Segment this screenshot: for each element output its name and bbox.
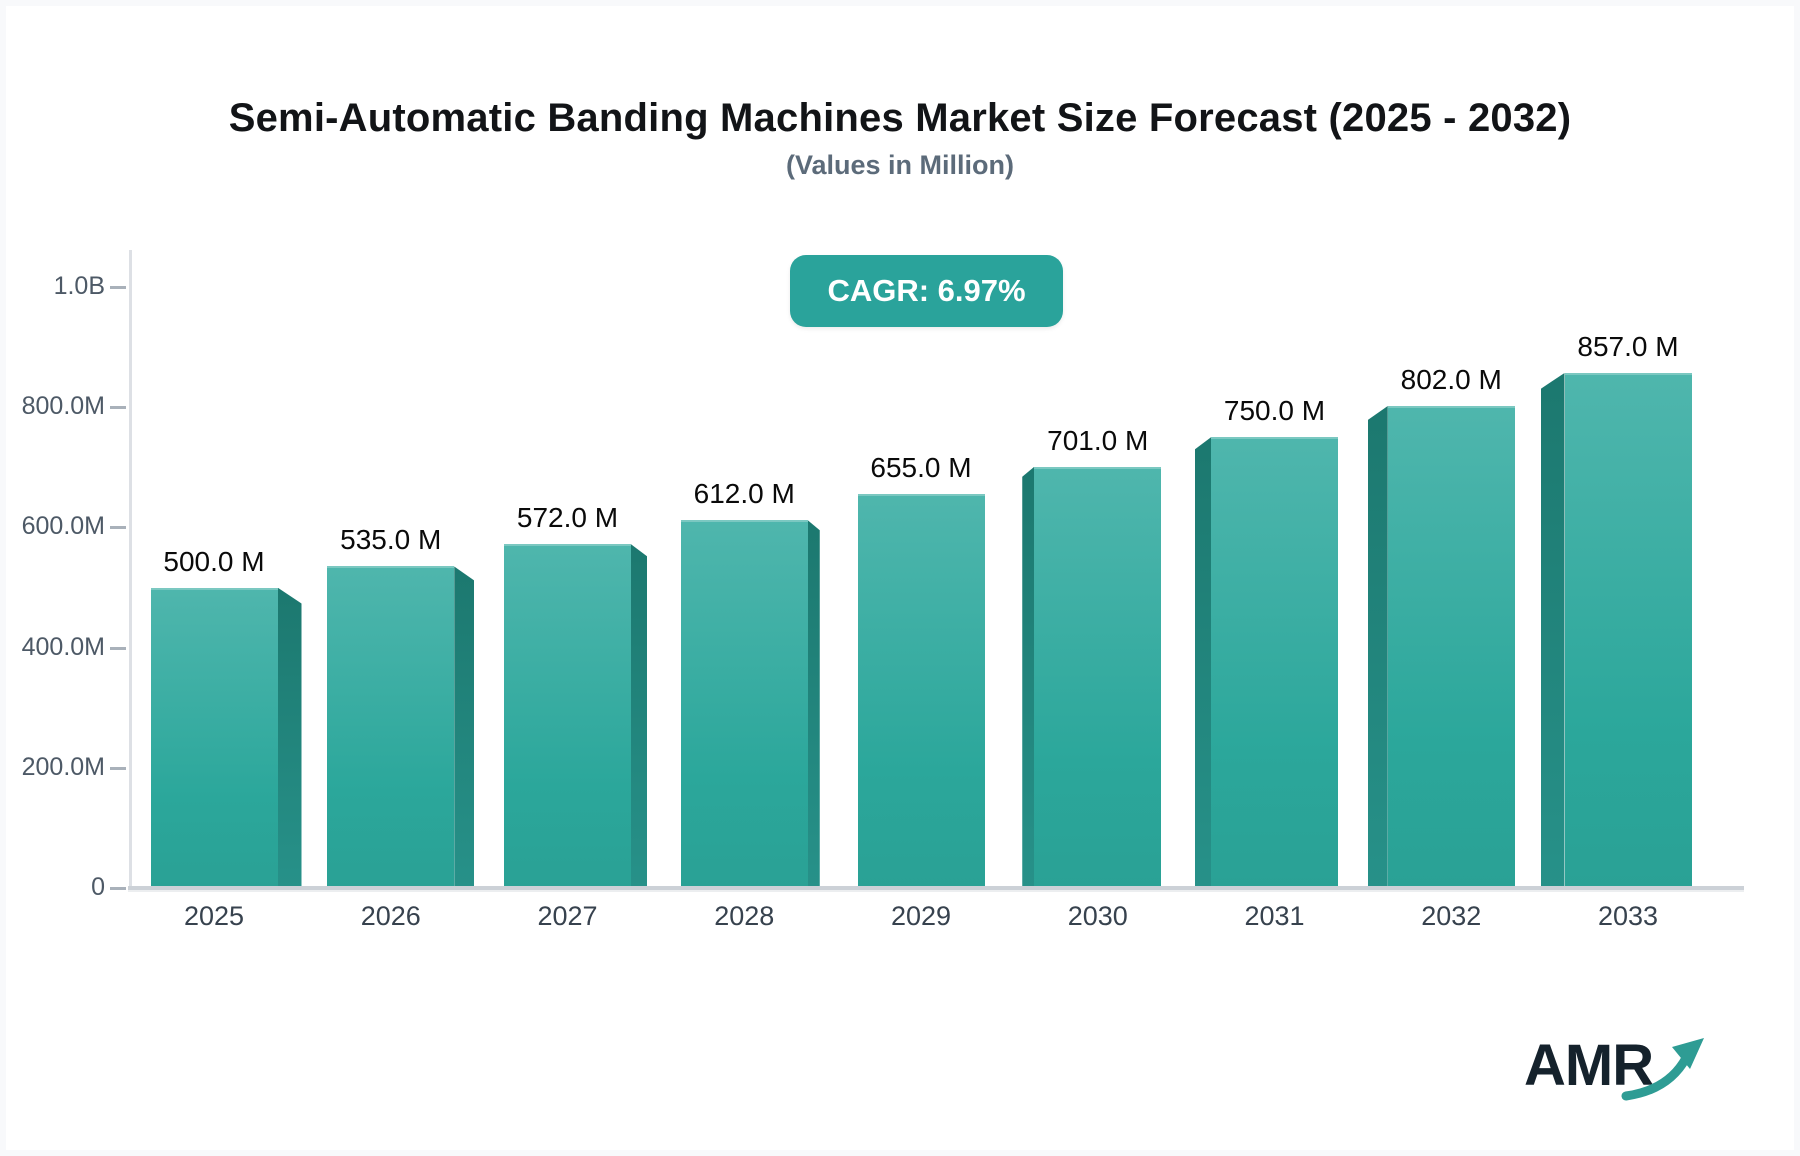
y-tick-label: 800.0M: [21, 392, 105, 421]
bar-side-3d: [1367, 405, 1388, 888]
y-tick-mark: [110, 286, 126, 289]
bar-side-3d: [631, 544, 647, 888]
bar-2028[interactable]: [680, 520, 808, 888]
x-axis-line: [128, 886, 1744, 890]
bar-2029[interactable]: [857, 494, 985, 888]
bar-value-label: 535.0 M: [340, 524, 442, 556]
bar-2025[interactable]: [150, 587, 278, 888]
x-tick-label-2026: 2026: [360, 901, 421, 931]
y-tick-mark: [110, 646, 126, 650]
bar-side-3d: [807, 520, 820, 888]
bar-value-label: 701.0 M: [1047, 424, 1149, 456]
bar-value-label: 750.0 M: [1223, 395, 1326, 427]
x-tick-label-2031: 2031: [1244, 901, 1305, 931]
y-tick-mark: [110, 766, 126, 770]
y-tick-mark: [110, 526, 126, 530]
bar-2026[interactable]: [327, 566, 455, 888]
y-tick-label: 400.0M: [21, 632, 105, 661]
y-tick-label: 200.0M: [21, 752, 105, 781]
y-tick-mark: [110, 406, 126, 410]
y-tick-label: 1.0B: [53, 272, 105, 300]
x-tick-label-2033: 2033: [1597, 901, 1659, 931]
page-title: Semi-Automatic Banding Machines Market S…: [228, 96, 1572, 140]
page-subtitle: (Values in Million): [785, 150, 1015, 180]
bar-side-3d: [1022, 466, 1035, 888]
x-tick-label-2025: 2025: [183, 901, 245, 931]
bar-value-label: 500.0 M: [163, 545, 265, 577]
y-tick-mark: [110, 887, 126, 890]
bar-2032[interactable]: [1387, 405, 1515, 888]
y-tick-label: 600.0M: [21, 512, 105, 541]
x-tick-label-2027: 2027: [537, 901, 598, 931]
brand-logo-text: AMR: [1524, 1033, 1654, 1098]
bar-2033[interactable]: [1564, 372, 1692, 888]
y-tick-label: 0: [91, 873, 105, 901]
bar-side-3d: [1195, 437, 1211, 888]
bar-side-3d: [277, 587, 302, 888]
x-tick-label-2030: 2030: [1067, 901, 1128, 931]
bar-value-label: 612.0 M: [693, 478, 795, 510]
bar-2027[interactable]: [504, 544, 631, 888]
y-axis-line: [129, 250, 132, 888]
bar-value-label: 572.0 M: [516, 502, 619, 534]
x-tick-label-2029: 2029: [890, 901, 952, 931]
growth-arrow-icon: [1621, 1038, 1704, 1101]
brand-logo: AMR: [1524, 1024, 1734, 1114]
x-tick-label-2032: 2032: [1421, 901, 1482, 931]
bar-value-label: 857.0 M: [1577, 330, 1679, 362]
bar-2030[interactable]: [1034, 466, 1162, 888]
bar-side-3d: [1540, 372, 1565, 888]
bar-side-3d: [454, 566, 475, 888]
bar-value-label: 655.0 M: [870, 452, 972, 484]
cagr-badge: CAGR: 6.97%: [790, 255, 1063, 327]
bar-value-label: 802.0 M: [1400, 363, 1502, 395]
x-tick-label-2028: 2028: [714, 901, 775, 931]
bar-2031[interactable]: [1211, 437, 1338, 888]
